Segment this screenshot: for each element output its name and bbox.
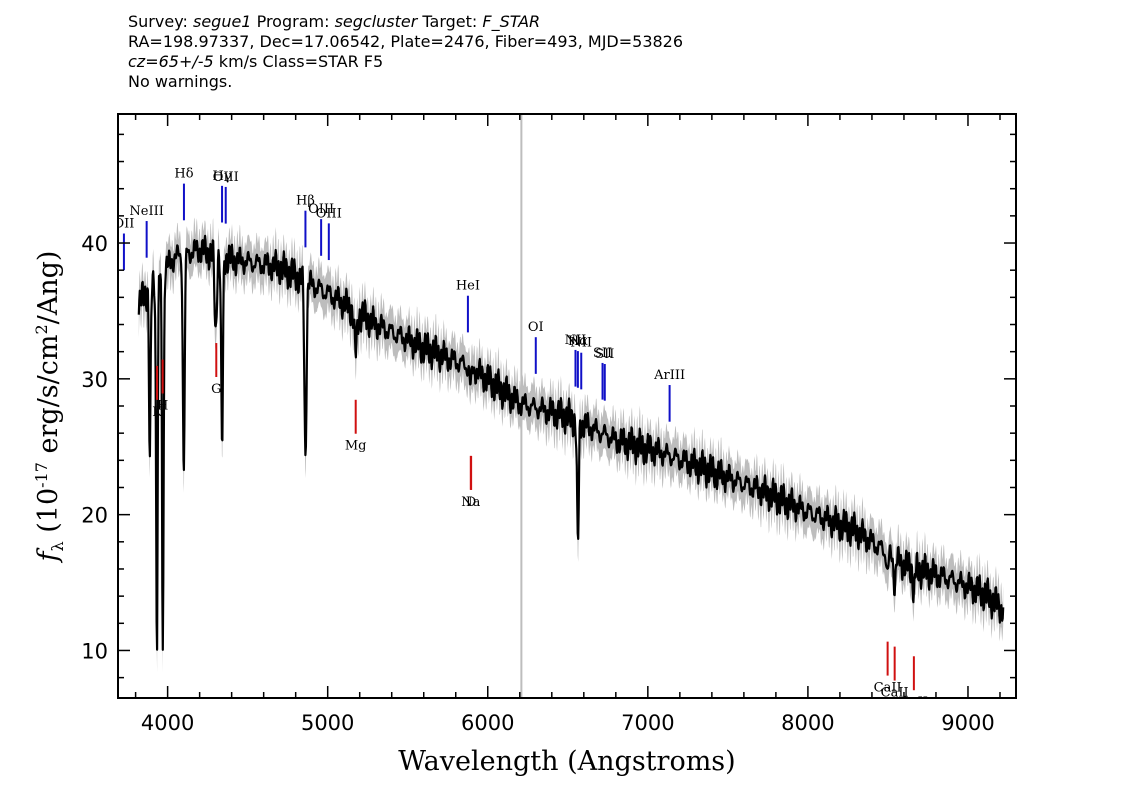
survey-key: Survey: — [128, 12, 188, 31]
y-tick-label: 40 — [81, 232, 108, 256]
emission-line-label: NII — [570, 336, 592, 351]
y-axis-label: fλ (10-17 erg/s/cm2/Ang) — [32, 251, 67, 564]
x-tick-label: 8000 — [781, 711, 834, 735]
emission-line-label: OIII — [213, 170, 239, 185]
error-band — [138, 217, 1004, 673]
error-band-area — [138, 217, 1004, 673]
survey-value: segue1 — [192, 12, 252, 31]
emission-line-label: OI — [528, 320, 544, 335]
absorption-line-label: D — [466, 495, 476, 510]
header-line-4: No warnings. — [128, 72, 233, 91]
emission-line-label: SII — [595, 347, 614, 362]
spectrum-header: Survey: segue1 Program: segcluster Targe… — [128, 12, 683, 92]
emission-line-label: Hβ — [296, 194, 315, 209]
target-key: Target: — [422, 12, 478, 31]
absorption-line-label: CaII — [881, 686, 909, 701]
x-tick-label: 7000 — [621, 711, 674, 735]
emission-line-label: ArIII — [653, 368, 685, 383]
y-tick-label: 20 — [81, 504, 108, 528]
y-tick-label: 10 — [81, 639, 108, 663]
absorption-line-label: G — [211, 382, 221, 397]
flux-line — [137, 234, 1005, 651]
emission-line-label: SII — [593, 346, 612, 361]
header-line-3: cz=65+/-5 km/s Class=STAR F5 — [128, 52, 683, 72]
emission-line-label: OII — [113, 217, 134, 232]
emission-line-label: NeIII — [129, 204, 163, 219]
axis-ticks: 4000 5000 6000 7000 8000 9000 10 20 30 40 — [81, 114, 1016, 735]
emission-line-label: NII — [565, 333, 587, 348]
absorption-line-label: Na — [461, 495, 480, 510]
emission-line-label: Hα — [568, 334, 588, 349]
flux-series — [137, 234, 1005, 651]
x-tick-label: 5000 — [301, 711, 354, 735]
absorption-line-label: Mg — [345, 439, 367, 454]
x-tick-label: 4000 — [141, 711, 194, 735]
absorption-line-label: H — [157, 399, 168, 414]
cz-value: cz=65+/-5 — [128, 52, 214, 71]
svg-text:fλ (10-17 erg/s/cm2/Ang): fλ (10-17 erg/s/cm2/Ang) — [32, 251, 67, 564]
program-value: segcluster — [334, 12, 418, 31]
target-value: F_STAR — [482, 12, 541, 31]
absorption-line-label: K — [152, 405, 162, 420]
absorption-line-label: CaII — [900, 695, 928, 710]
absorption-line-label: CaII — [874, 681, 902, 696]
header-line-2: RA=198.97337, Dec=17.06542, Plate=2476, … — [128, 32, 684, 51]
emission-line-label: Hγ — [212, 169, 231, 184]
header-line-1: Survey: segue1 Program: segcluster Targe… — [128, 12, 683, 32]
emission-line-label: OIII — [308, 202, 334, 217]
x-tick-label: 6000 — [461, 711, 514, 735]
x-axis-label: Wavelength (Angstroms) — [398, 746, 735, 777]
cz-rest: km/s Class=STAR F5 — [213, 52, 384, 71]
emission-line-label: HeI — [456, 279, 480, 294]
y-tick-label: 30 — [81, 368, 108, 392]
program-key: Program: — [256, 12, 330, 31]
emission-line-label: Hδ — [174, 167, 193, 182]
x-tick-label: 9000 — [941, 711, 994, 735]
emission-line-label: OIII — [316, 206, 342, 221]
